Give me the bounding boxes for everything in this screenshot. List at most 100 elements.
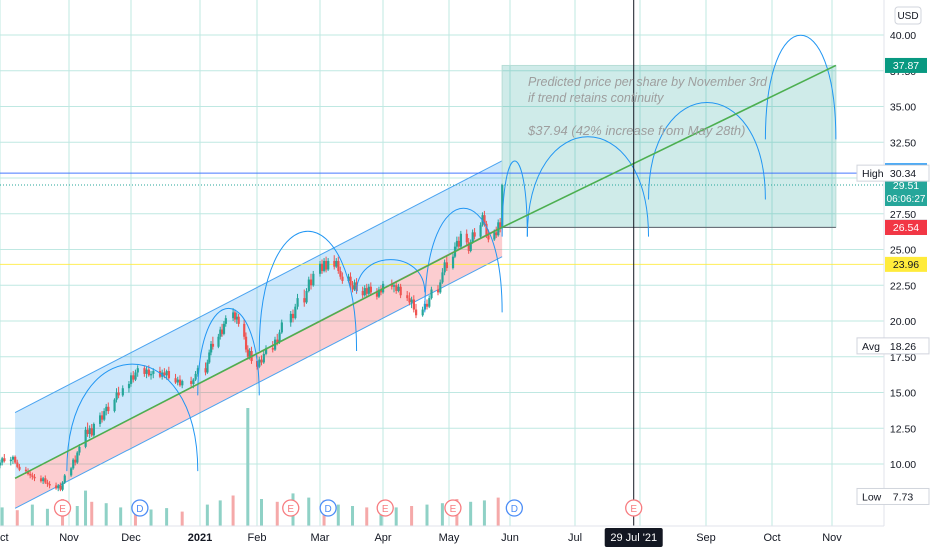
- arc-path[interactable]: [356, 259, 426, 293]
- currency-button[interactable]: [894, 6, 922, 25]
- time-tick-label: Jul: [568, 532, 582, 544]
- volume-bar: [104, 503, 108, 526]
- dividend-marker-label: D: [325, 504, 332, 515]
- candle-body: [105, 406, 108, 412]
- dividend-marker-icon[interactable]: [319, 499, 337, 517]
- candle-body: [307, 279, 310, 291]
- candle-body: [3, 458, 6, 462]
- candlesticks: [0, 183, 504, 492]
- price-tick-label: 20.00: [890, 316, 916, 328]
- price-badge-label: 23.96: [893, 259, 919, 271]
- candle-body: [406, 295, 409, 299]
- time-axis[interactable]: OctNovDec2021FebMarAprMayJunJulAugSepOct…: [0, 525, 932, 550]
- earnings-marker-icon[interactable]: [282, 499, 300, 517]
- earnings-marker-label: E: [382, 504, 389, 515]
- candle-body: [455, 240, 459, 247]
- candle-body: [174, 378, 177, 383]
- arc-path[interactable]: [197, 307, 260, 396]
- channel-upper-line[interactable]: [14, 160, 503, 413]
- price-tick-label: 10.00: [890, 459, 916, 471]
- candle-body: [365, 288, 368, 294]
- candle-body: [244, 336, 248, 350]
- volume-bar: [410, 506, 414, 526]
- candle-body: [221, 329, 224, 334]
- volume-bar: [119, 507, 123, 526]
- candle-body: [337, 260, 340, 271]
- candle-body: [165, 371, 168, 376]
- candle-body: [469, 242, 472, 251]
- earnings-marker-icon[interactable]: [625, 499, 643, 517]
- dividend-marker-label: D: [511, 504, 518, 515]
- volume-bar: [394, 507, 398, 526]
- candle-body: [421, 309, 424, 316]
- candle-body: [190, 381, 193, 384]
- candle-body: [341, 276, 344, 281]
- candle-body: [163, 372, 166, 376]
- arc-path[interactable]: [764, 35, 837, 140]
- candle-body: [493, 232, 496, 240]
- trend-line-projection[interactable]: [501, 64, 837, 229]
- candle-body: [121, 388, 124, 396]
- arc-path[interactable]: [648, 101, 766, 200]
- regression-channel[interactable]: [14, 160, 503, 509]
- candle-body: [393, 285, 396, 287]
- volume-bar: [205, 504, 209, 526]
- prediction-annotation-line-2: if trend retains continuity: [528, 91, 664, 105]
- dividend-marker-icon[interactable]: [505, 499, 523, 517]
- candle-body: [147, 369, 151, 376]
- candle-body: [351, 285, 354, 290]
- prediction-annotation-line-1: Predicted price per share by November 3r…: [528, 75, 768, 89]
- candle-body: [483, 215, 486, 224]
- arc-path[interactable]: [66, 363, 199, 472]
- time-tick-label: Nov: [59, 532, 79, 544]
- dividend-marker-label: D: [136, 504, 143, 515]
- candle-body: [312, 273, 315, 286]
- volume-bar: [379, 508, 383, 526]
- candle-body: [235, 316, 238, 320]
- volume-bar: [482, 500, 486, 526]
- candle-body: [127, 383, 131, 389]
- candle-body: [485, 223, 488, 236]
- time-tick-label: May: [439, 532, 460, 544]
- volume-bar: [231, 495, 235, 526]
- candle-body: [479, 225, 482, 237]
- candle-body: [248, 351, 251, 357]
- candle-body: [280, 322, 283, 333]
- candle-body: [292, 313, 295, 319]
- earnings-marker-icon[interactable]: [376, 499, 394, 517]
- candle-body: [224, 318, 227, 324]
- candle-body: [74, 459, 77, 463]
- candle-body: [325, 260, 328, 270]
- arc-path[interactable]: [526, 136, 650, 237]
- candle-body: [495, 232, 498, 236]
- candle-body: [134, 372, 137, 380]
- candle-body: [339, 270, 342, 277]
- volume-bar: [180, 511, 184, 526]
- earnings-marker-icon[interactable]: [53, 499, 72, 517]
- volume-bar: [0, 507, 4, 526]
- trend-line-fit[interactable]: [14, 226, 503, 480]
- candle-body: [445, 262, 448, 269]
- time-tick-label: Mar: [311, 532, 330, 544]
- dividend-marker-icon[interactable]: [131, 499, 149, 517]
- candle-body: [0, 462, 2, 466]
- candle-body: [48, 484, 51, 486]
- volume-bar: [425, 504, 429, 526]
- candle-body: [260, 359, 263, 363]
- candle-body: [459, 233, 463, 247]
- stat-value: 18.26: [890, 341, 916, 353]
- earnings-marker-icon[interactable]: [444, 499, 462, 517]
- arc-path[interactable]: [258, 230, 358, 352]
- time-tick-label: 2021: [188, 532, 212, 544]
- candle-body: [237, 316, 240, 324]
- candle-body: [101, 415, 104, 420]
- reference-lines[interactable]: [0, 172, 884, 265]
- arc-path[interactable]: [501, 160, 528, 237]
- candle-body: [44, 478, 47, 483]
- trend-projection[interactable]: [14, 64, 837, 480]
- candle-body: [473, 232, 476, 237]
- candle-body: [303, 298, 306, 303]
- candle-body: [92, 423, 95, 436]
